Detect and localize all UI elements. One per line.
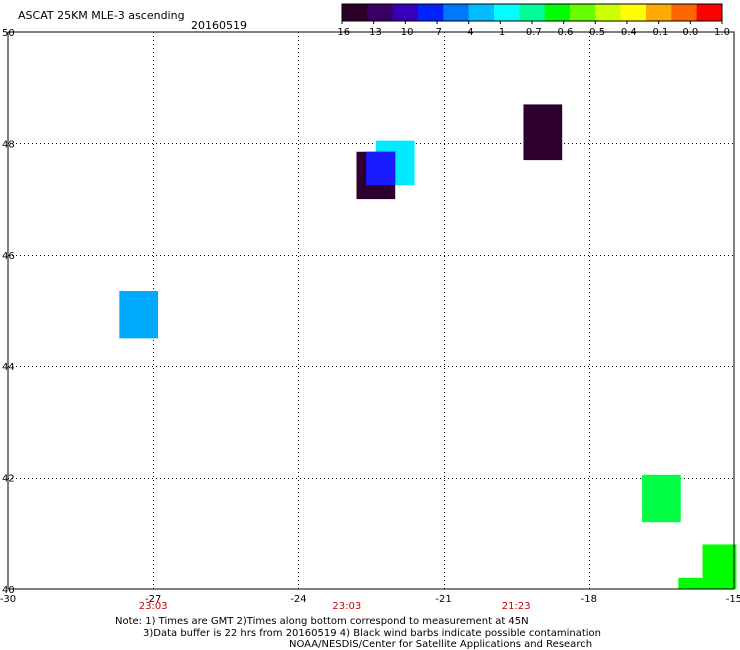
- colorbar-segment: [570, 4, 596, 21]
- lat-lon-grid: [8, 32, 734, 589]
- lat-label: 42: [2, 474, 15, 485]
- colorbar-segment: [494, 4, 520, 21]
- data-cell-cell-4: [366, 151, 396, 186]
- time-label: 23:03: [139, 601, 168, 612]
- colorbar-segment: [443, 4, 470, 21]
- lat-label: 46: [2, 251, 15, 262]
- color-scale-bar: [341, 3, 723, 22]
- colorbar-segment: [646, 4, 672, 21]
- lat-label: 40: [2, 585, 15, 596]
- colorbar-segment: [595, 4, 622, 21]
- lon-label: -18: [581, 594, 597, 605]
- time-labels: 23:03 23:03 21:23: [139, 601, 531, 612]
- colorbar-segment: [418, 4, 444, 21]
- lon-label: -24: [290, 594, 306, 605]
- note-line-3: NOAA/NESDIS/Center for Satellite Applica…: [289, 639, 592, 650]
- data-cell-cell-5: [119, 291, 159, 339]
- color-scale-labels: -16 -13 -10 -7 -4 -1 -0.7 -0.6 -0.5 -0.4 -0.1 0.0 1.…: [334, 21, 730, 38]
- colorbar-segment: [468, 4, 495, 21]
- data-cell-cell-1: [523, 104, 563, 161]
- lon-label: -15: [726, 594, 740, 605]
- time-label: 23:03: [332, 601, 361, 612]
- data-cells: [119, 104, 737, 589]
- colorbar-segment: [519, 4, 546, 21]
- latitude-labels: 50 48 46 44 42 40: [2, 28, 15, 596]
- lon-label: -21: [435, 594, 451, 605]
- product-title: ASCAT 25KM MLE-3 ascending: [18, 9, 185, 22]
- data-cell-cell-8: [678, 577, 703, 589]
- colorbar-segment: [544, 4, 571, 21]
- colorbar-segment: [696, 4, 723, 21]
- colorbar-segment: [367, 4, 394, 21]
- map-frame: [7, 31, 735, 590]
- colorbar-segment: [392, 4, 419, 21]
- note-line-2: 3)Data buffer is 22 hrs from 20160519 4)…: [143, 628, 601, 639]
- time-label: 21:23: [502, 601, 531, 612]
- data-cell-cell-6: [642, 474, 681, 523]
- lon-label: -30: [0, 594, 16, 605]
- colorbar-segment: [620, 4, 647, 21]
- data-cell-cell-7: [702, 544, 737, 589]
- colorbar-segment: [671, 4, 698, 21]
- note-line-1: Note: 1) Times are GMT 2)Times along bot…: [115, 616, 529, 627]
- lat-label: 48: [2, 139, 15, 150]
- colorbar-segment: [342, 4, 368, 21]
- lat-label: 50: [2, 28, 15, 39]
- longitude-labels: -30 -27 -24 -21 -18 -15: [0, 594, 740, 605]
- lat-label: 44: [2, 362, 15, 373]
- lon-label: -27: [145, 594, 161, 605]
- product-date: 20160519: [191, 19, 247, 32]
